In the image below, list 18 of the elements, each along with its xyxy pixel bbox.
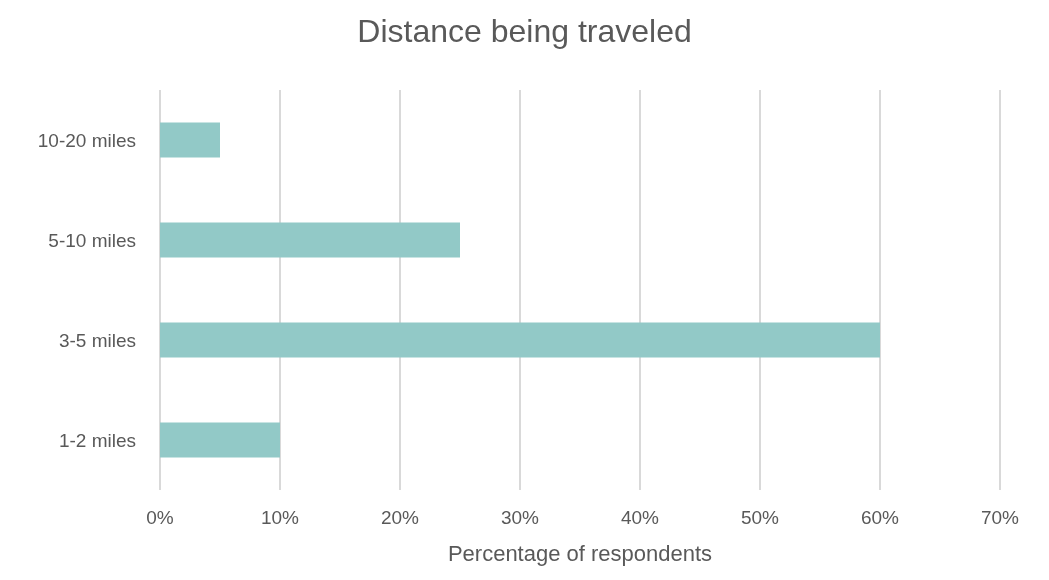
y-tick-label: 1-2 miles [58,429,136,451]
x-tick-label: 10% [260,507,300,528]
x-tick-label: 70% [980,507,1020,528]
x-axis-title: Percentage of respondents [447,540,713,566]
x-tick-label: 50% [740,507,780,528]
x-tick-label: 40% [620,507,660,528]
bar [160,422,280,458]
y-tick-label: 10-20 miles [37,129,136,151]
x-tick-label: 60% [860,507,900,528]
bar [160,222,460,258]
bar [160,122,220,158]
x-tick-label: 20% [380,507,420,528]
x-tick-label: 30% [500,507,540,528]
bar [160,322,880,358]
y-tick-label: 3-5 miles [58,329,136,351]
y-tick-label: 5-10 miles [48,229,136,251]
x-tick-label: 0% [146,507,174,528]
chart-title: Distance being traveled [357,13,692,49]
